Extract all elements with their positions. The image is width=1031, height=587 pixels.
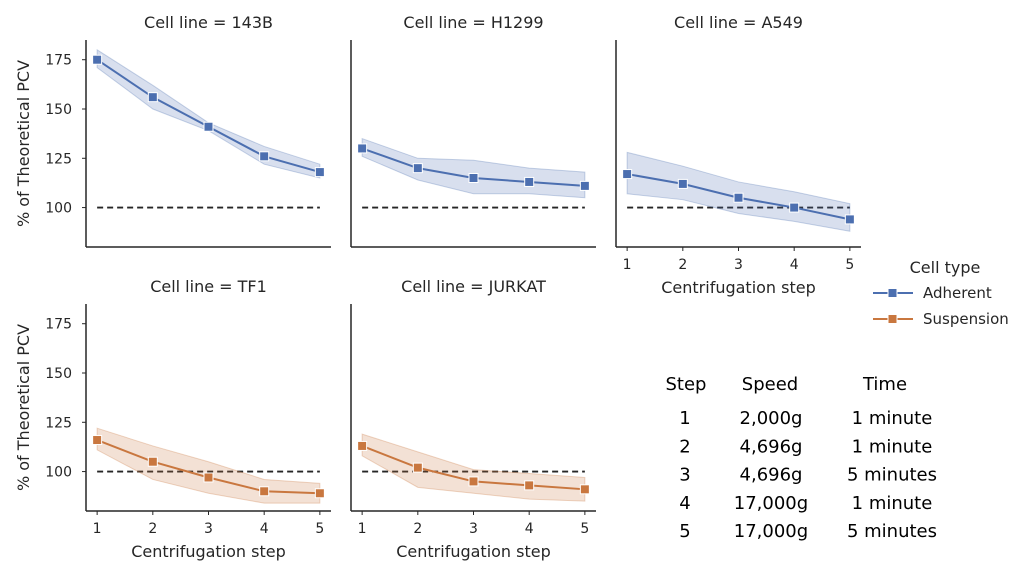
y-tick-label: 125 xyxy=(45,151,72,167)
panel-title: Cell line = 143B xyxy=(144,13,273,32)
data-point xyxy=(203,472,214,483)
table-cell: 2,000g xyxy=(740,408,803,429)
confidence-band xyxy=(361,137,586,199)
x-tick-label: 4 xyxy=(260,521,269,537)
x-tick-label: 3 xyxy=(734,257,743,273)
legend-entry: Suspension xyxy=(923,310,1009,328)
table-cell: 17,000g xyxy=(734,521,808,542)
y-axis-label: % of Theoretical PCV xyxy=(14,324,33,491)
x-tick-label: 5 xyxy=(315,521,324,537)
data-point xyxy=(524,176,535,187)
x-axis-label: Centrifugation step xyxy=(661,278,816,297)
legend-swatch-marker xyxy=(887,314,898,324)
facet-panel: Cell line = 143B 100 125 150 175 % of Theoret… xyxy=(14,13,331,248)
x-tick-label: 2 xyxy=(413,521,422,537)
table-cell: 4 xyxy=(679,493,690,514)
data-point xyxy=(92,54,103,65)
data-point xyxy=(259,486,270,497)
confidence-band xyxy=(626,151,851,232)
data-point xyxy=(357,143,368,154)
x-tick-label: 3 xyxy=(204,521,213,537)
x-tick-label: 5 xyxy=(845,257,854,273)
data-point xyxy=(203,121,214,132)
data-point xyxy=(524,480,535,491)
x-tick-label: 3 xyxy=(469,521,478,537)
table-cell: 17,000g xyxy=(734,493,808,514)
y-tick-label: 175 xyxy=(45,317,72,333)
x-tick-label: 1 xyxy=(93,521,102,537)
x-tick-label: 1 xyxy=(623,257,632,273)
x-tick-label: 2 xyxy=(678,257,687,273)
data-point xyxy=(579,484,590,495)
table-cell: 2 xyxy=(679,436,690,457)
facet-panel: Cell line = A549 1 2 3 4 5 Centrifugation step xyxy=(615,13,861,297)
panel-title: Cell line = A549 xyxy=(674,13,803,32)
y-tick-label: 150 xyxy=(45,102,72,118)
data-point xyxy=(789,202,800,213)
table-cell: 5 minutes xyxy=(847,465,937,486)
y-tick-label: 150 xyxy=(45,366,72,382)
legend: Cell type Adherent Suspension xyxy=(873,258,1009,328)
data-point xyxy=(733,192,744,203)
data-point xyxy=(314,488,325,499)
x-tick-label: 4 xyxy=(525,521,534,537)
x-tick-label: 4 xyxy=(790,257,799,273)
y-axis-label: % of Theoretical PCV xyxy=(14,60,33,227)
data-point xyxy=(412,462,423,473)
legend-entry: Adherent xyxy=(923,284,992,302)
table-header: Time xyxy=(862,374,907,395)
y-tick-label: 100 xyxy=(45,465,72,481)
data-point xyxy=(622,169,633,180)
data-point xyxy=(844,214,855,225)
x-axis-label: Centrifugation step xyxy=(131,542,286,561)
panel-title: Cell line = H1299 xyxy=(403,13,543,32)
table-cell: 1 xyxy=(679,408,690,429)
legend-title: Cell type xyxy=(910,258,981,277)
data-point xyxy=(147,92,158,103)
data-point xyxy=(412,163,423,174)
table-cell: 5 minutes xyxy=(847,521,937,542)
panel-title: Cell line = TF1 xyxy=(150,277,267,296)
x-tick-label: 2 xyxy=(148,521,157,537)
y-tick-label: 100 xyxy=(45,201,72,217)
x-axis-label: Centrifugation step xyxy=(396,542,551,561)
settings-table: Step Speed Time 1 2,000g 1 minute 2 4,696g 1 min… xyxy=(666,374,938,542)
data-point xyxy=(147,456,158,467)
confidence-band xyxy=(96,427,321,504)
table-cell: 4,696g xyxy=(740,436,803,457)
facet-panel: Cell line = H1299 xyxy=(350,13,596,248)
table-cell: 4,696g xyxy=(740,465,803,486)
data-point xyxy=(468,173,479,183)
x-tick-label: 5 xyxy=(580,521,589,537)
y-tick-label: 175 xyxy=(45,53,72,69)
confidence-band xyxy=(96,48,321,179)
facet-panel: Cell line = JURKAT 1 2 3 4 5 Centrifugation st… xyxy=(350,277,596,561)
table-cell: 1 minute xyxy=(852,493,933,514)
data-point xyxy=(259,151,270,162)
table-header: Speed xyxy=(742,374,798,395)
panel-title: Cell line = JURKAT xyxy=(401,277,546,296)
y-tick-label: 125 xyxy=(45,415,72,431)
table-cell: 1 minute xyxy=(852,408,933,429)
table-cell: 5 xyxy=(679,521,690,542)
data-point xyxy=(468,476,479,487)
table-cell: 3 xyxy=(679,465,690,486)
data-point xyxy=(677,178,688,189)
data-point xyxy=(357,440,368,451)
legend-swatch-marker xyxy=(887,288,898,298)
table-cell: 1 minute xyxy=(852,436,933,457)
confidence-band xyxy=(361,433,586,502)
x-tick-label: 1 xyxy=(358,521,367,537)
table-header: Step xyxy=(666,374,707,395)
data-point xyxy=(314,167,325,178)
data-point xyxy=(579,180,590,191)
data-point xyxy=(92,435,103,446)
